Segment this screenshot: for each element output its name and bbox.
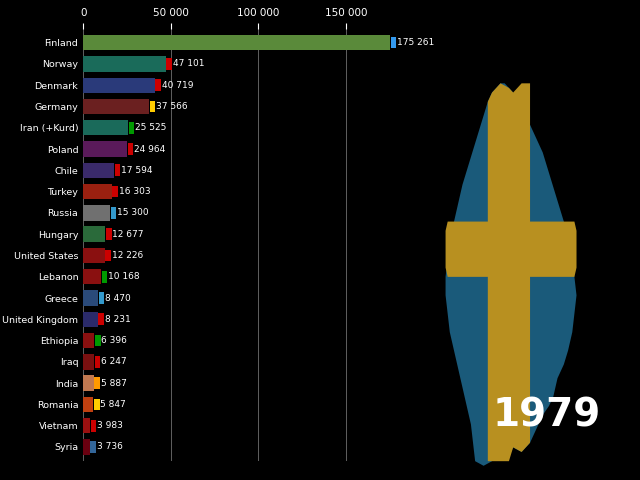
Text: 24 964: 24 964	[134, 144, 165, 154]
Bar	[94, 377, 100, 389]
Bar	[83, 35, 390, 50]
Bar	[111, 207, 116, 219]
Bar	[83, 333, 95, 348]
Bar	[83, 290, 98, 306]
Bar	[83, 163, 114, 178]
Bar	[156, 79, 161, 91]
Text: 25 525: 25 525	[135, 123, 166, 132]
Bar	[83, 269, 101, 284]
Bar	[90, 441, 96, 453]
Polygon shape	[488, 84, 530, 461]
Text: 15 300: 15 300	[117, 208, 148, 217]
Bar	[83, 142, 127, 156]
Text: 10 168: 10 168	[108, 272, 140, 281]
Bar	[83, 120, 128, 135]
Bar	[83, 418, 90, 433]
Bar	[95, 335, 100, 347]
Text: 3 736: 3 736	[97, 443, 123, 452]
Text: 12 226: 12 226	[111, 251, 143, 260]
Bar	[129, 122, 134, 133]
Bar	[83, 227, 106, 242]
Text: 12 677: 12 677	[113, 229, 144, 239]
Bar	[102, 271, 108, 283]
Text: 6 247: 6 247	[101, 357, 127, 366]
Text: 5 847: 5 847	[100, 400, 126, 409]
Text: 16 303: 16 303	[119, 187, 150, 196]
Bar	[83, 184, 112, 199]
Bar	[83, 78, 154, 93]
Text: 8 470: 8 470	[105, 293, 131, 302]
Bar	[106, 228, 112, 240]
Bar	[391, 37, 397, 48]
Text: 3 983: 3 983	[97, 421, 123, 430]
Bar	[94, 398, 100, 410]
Text: 1979: 1979	[493, 396, 601, 434]
Bar	[83, 205, 110, 220]
Bar	[113, 186, 118, 197]
Text: 47 101: 47 101	[173, 60, 204, 69]
Bar	[127, 143, 133, 155]
Text: 175 261: 175 261	[397, 38, 435, 47]
Bar	[83, 354, 94, 370]
Bar	[83, 397, 93, 412]
Bar	[166, 58, 172, 70]
Text: 17 594: 17 594	[121, 166, 152, 175]
Bar	[99, 292, 104, 304]
Bar	[91, 420, 97, 432]
Bar	[83, 248, 104, 263]
Bar	[150, 101, 156, 112]
Bar	[83, 99, 149, 114]
Text: 5 887: 5 887	[100, 379, 126, 388]
Bar	[95, 356, 100, 368]
Bar	[106, 250, 111, 261]
Bar	[83, 56, 166, 72]
Text: 6 396: 6 396	[101, 336, 127, 345]
Text: 8 231: 8 231	[104, 315, 131, 324]
Bar	[115, 165, 120, 176]
Text: 40 719: 40 719	[161, 81, 193, 90]
Bar	[99, 313, 104, 325]
Bar	[83, 439, 90, 455]
Polygon shape	[445, 84, 577, 466]
Bar	[83, 375, 93, 391]
Polygon shape	[445, 222, 577, 277]
Bar	[83, 312, 98, 327]
Text: 37 566: 37 566	[156, 102, 188, 111]
